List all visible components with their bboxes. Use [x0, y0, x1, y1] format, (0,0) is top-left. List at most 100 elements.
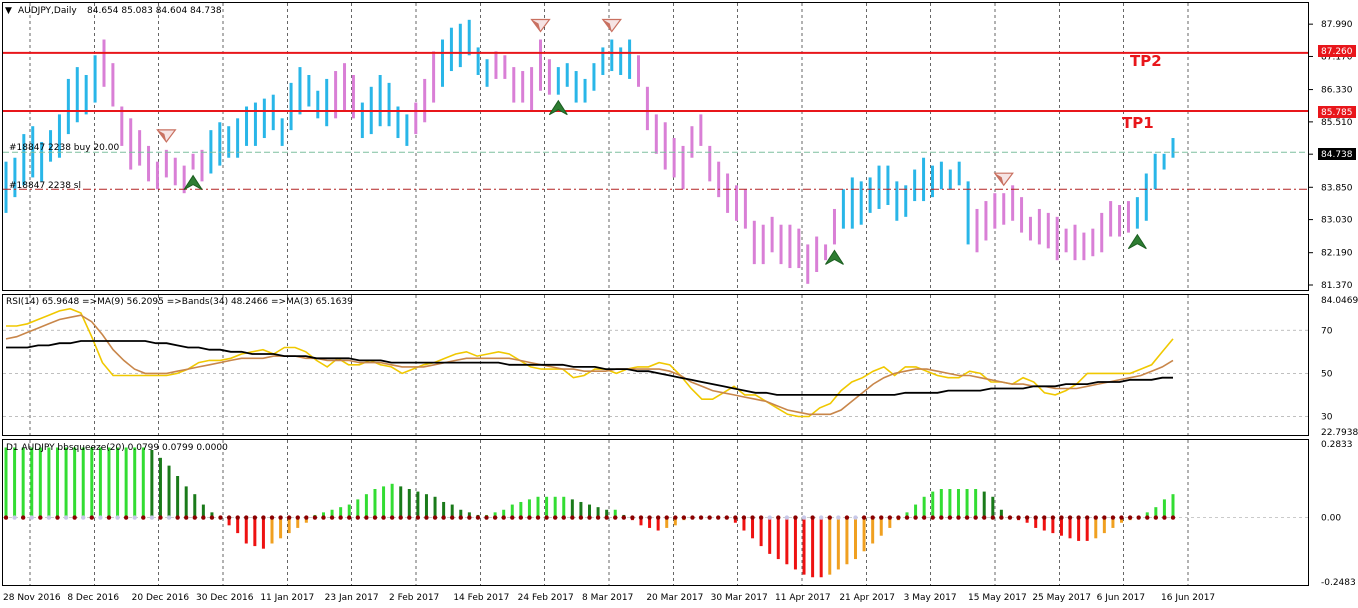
- x-tick-label: 20 Dec 2016: [132, 593, 190, 603]
- x-tick-label: 21 Apr 2017: [839, 593, 895, 603]
- squeeze-dot: [432, 515, 438, 520]
- price-panel[interactable]: [2, 2, 1309, 291]
- chart-title: AUDJPY,Daily: [18, 6, 77, 16]
- squeeze-dot: [278, 515, 283, 520]
- squeeze-dot: [226, 515, 232, 520]
- squeeze-panel[interactable]: [2, 439, 1309, 586]
- squeeze-dot: [930, 515, 935, 520]
- squeeze-dot: [510, 515, 515, 520]
- squeeze-dot: [724, 515, 729, 520]
- x-tick-label: 8 Mar 2017: [582, 593, 633, 603]
- x-tick-label: 25 May 2017: [1032, 593, 1091, 603]
- y-tick-label: 83.850: [1321, 183, 1353, 193]
- rsi-tick-label: 84.0469: [1321, 296, 1358, 306]
- squeeze-dot: [716, 515, 721, 520]
- y-tick-label: 87.170: [1321, 52, 1353, 62]
- squeeze-dot: [304, 515, 309, 520]
- buy-arrow-icon: [183, 174, 203, 190]
- squeeze-dot: [450, 515, 455, 520]
- rsi-tick-label: 30: [1321, 412, 1333, 422]
- squeeze-dot: [818, 515, 824, 520]
- y-tick-label: 82.190: [1321, 249, 1353, 259]
- collapse-arrow-icon[interactable]: ▼: [5, 6, 12, 16]
- squeeze-dot: [398, 515, 403, 520]
- squeeze-dot: [1033, 515, 1038, 520]
- squeeze-dot: [921, 515, 927, 520]
- squeeze-dot: [1076, 515, 1081, 520]
- squeeze-dot: [329, 515, 335, 520]
- squeeze-dot: [286, 515, 292, 520]
- tp1-label: TP1: [1122, 114, 1154, 132]
- x-tick-label: 28 Nov 2016: [3, 593, 61, 603]
- squeeze-dot: [1016, 515, 1021, 520]
- tp2-price-tag: [1318, 45, 1356, 57]
- squeeze-dot: [595, 515, 601, 520]
- squeeze-dot: [956, 515, 961, 520]
- price-bars: [4, 19, 1175, 284]
- squeeze-dot: [896, 515, 901, 520]
- squeeze-dot: [879, 515, 884, 520]
- squeeze-dot: [527, 515, 532, 520]
- squeeze-dot: [947, 515, 953, 520]
- rsi-tick-label: 22.7938: [1321, 428, 1358, 438]
- squeeze-dot: [166, 515, 172, 520]
- squeeze-dot: [518, 515, 524, 520]
- squeeze-dot: [46, 515, 52, 520]
- x-tick-label: 16 Jun 2017: [1161, 593, 1215, 603]
- squeeze-dot: [192, 515, 197, 520]
- x-tick-label: 6 Jun 2017: [1097, 593, 1145, 603]
- signal-arrows: [156, 18, 1147, 265]
- squeeze-dot: [20, 515, 26, 520]
- sell-arrow-shade: [602, 19, 612, 32]
- rsi-tick-label: 70: [1321, 326, 1333, 336]
- rsi-panel[interactable]: [2, 294, 1309, 436]
- squeeze-dot: [655, 515, 661, 520]
- squeeze-dot: [201, 515, 206, 520]
- x-tick-label: 14 Feb 2017: [453, 593, 509, 603]
- squeeze-dot: [853, 515, 858, 520]
- squeeze-dot: [218, 515, 223, 520]
- tp2-label: TP2: [1130, 52, 1162, 70]
- tp1-price-tag-text: 85.785: [1321, 108, 1353, 118]
- squeeze-dot: [389, 515, 395, 520]
- squeeze-dot: [209, 515, 215, 520]
- squeeze-dot: [733, 515, 738, 520]
- squeeze-dot: [89, 515, 95, 520]
- squeeze-dot: [407, 515, 412, 520]
- buy-arrow-icon: [1127, 233, 1147, 250]
- squeeze-dot: [681, 515, 687, 520]
- squeeze-dot: [132, 515, 137, 520]
- squeeze-dot: [741, 515, 747, 520]
- squeeze-dot: [827, 515, 832, 520]
- squeeze-dot: [1153, 515, 1159, 520]
- squeeze-dot: [1145, 515, 1150, 520]
- squeeze-dot: [887, 515, 893, 520]
- squeeze-dot: [810, 515, 815, 520]
- squeeze-dot: [38, 515, 43, 520]
- squeeze-dot: [939, 515, 944, 520]
- squeeze-dot: [1093, 515, 1098, 520]
- squeeze-dot: [647, 515, 652, 520]
- squeeze-dot: [441, 515, 446, 520]
- squeeze-dot: [424, 515, 429, 520]
- x-tick-label: 23 Jan 2017: [325, 593, 379, 603]
- squeeze-dot: [1110, 515, 1116, 520]
- x-tick-label: 8 Dec 2016: [67, 593, 119, 603]
- squeeze-dot: [1084, 515, 1090, 520]
- squeeze-dot: [381, 515, 386, 520]
- buy-arrow-icon: [548, 99, 568, 116]
- squeeze-dot: [1102, 515, 1107, 520]
- squeeze-dot: [235, 515, 240, 520]
- squeeze-histogram: [3, 447, 1176, 578]
- squeeze-dot: [690, 515, 695, 520]
- rsi-ma9-line: [5, 314, 1174, 416]
- x-tick-label: 20 Mar 2017: [646, 593, 703, 603]
- squeeze-dot: [261, 515, 266, 520]
- squeeze-dot: [630, 515, 635, 520]
- y-tick-label: 87.990: [1321, 20, 1353, 30]
- squeeze-dot: [613, 515, 618, 520]
- squeeze-dot: [1024, 515, 1030, 520]
- squeeze-dot: [415, 515, 421, 520]
- squeeze-dot: [673, 515, 678, 520]
